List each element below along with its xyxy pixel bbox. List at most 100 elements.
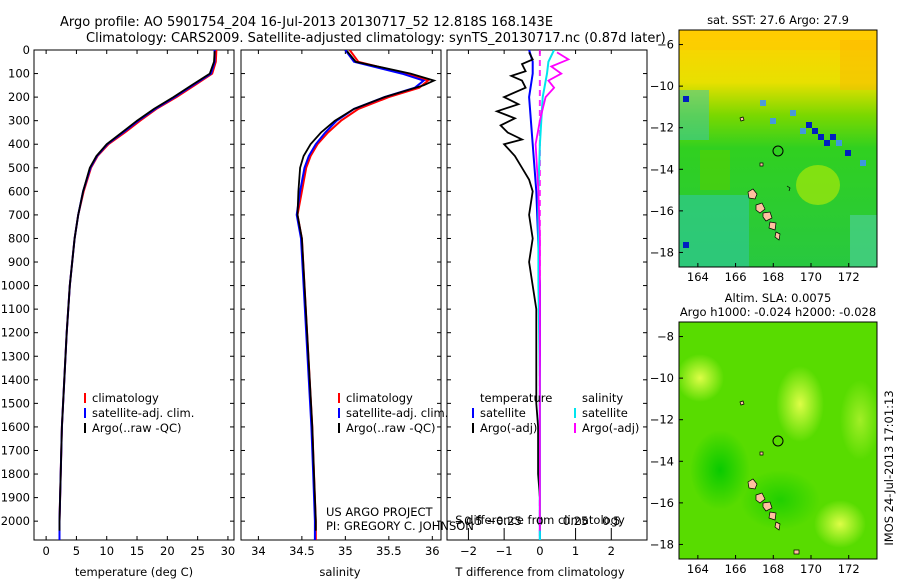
map-x-tick-label: 164 xyxy=(687,270,709,284)
timestamp-stamp: IMOS 24-Jul-2013 17:01:13 xyxy=(882,390,896,545)
y-tick-label: 1700 xyxy=(1,443,30,457)
sst-map-title: sat. SST: 27.6 Argo: 27.9 xyxy=(707,13,849,27)
map-x-tick-label: 164 xyxy=(687,562,709,576)
x-tick-label: 30 xyxy=(221,544,236,558)
salinity-xlabel: salinity xyxy=(319,565,360,579)
x-tick-label: 35.5 xyxy=(376,544,402,558)
series-line-argo xyxy=(58,51,216,531)
salinity-panel: 34 34.5 35 35.5 36 salinity climatology sate… xyxy=(240,49,474,579)
legend-swatch-t-satellite xyxy=(472,408,474,418)
legend-label-t-argo: Argo(-adj) xyxy=(480,421,537,435)
x-tick-label: −1 xyxy=(496,544,513,558)
legend-swatch-climatology xyxy=(84,393,86,403)
y-tick-label: 1000 xyxy=(1,279,30,293)
legend-label-satellite: satellite-adj. clim. xyxy=(346,406,448,420)
difference-legend: temperature salinity satellite Argo(-adj… xyxy=(472,391,639,435)
x-tick-label: 15 xyxy=(130,544,145,558)
sla-map-panel: Altim. SLA: 0.0075 Argo h1000: -0.024 h2… xyxy=(650,291,878,576)
legend-label-s-argo: Argo(-adj) xyxy=(582,421,639,435)
legend-title-temperature: temperature xyxy=(480,391,552,405)
salinity-ticks: 34 34.5 35 35.5 36 xyxy=(241,49,441,558)
legend-swatch-satellite xyxy=(338,408,340,418)
legend-label-s-satellite: satellite xyxy=(582,406,628,420)
map-x-tick-label: 172 xyxy=(838,270,860,284)
salinity-lines xyxy=(295,50,437,540)
project-credit: US ARGO PROJECT xyxy=(326,505,434,519)
series-line-satellite xyxy=(295,50,426,540)
legend-label-argo: Argo(..raw -QC) xyxy=(346,421,436,435)
sla-map-subtitle: Argo h1000: -0.024 h2000: -0.028 xyxy=(680,305,876,319)
legend-label-satellite: satellite-adj. clim. xyxy=(92,406,194,420)
difference-lines xyxy=(494,50,571,540)
map-y-tick-label: −14 xyxy=(650,162,674,176)
map-x-tick-label: 172 xyxy=(838,562,860,576)
y-tick-label: 700 xyxy=(8,208,30,222)
y-tick-label: 1100 xyxy=(1,302,30,316)
legend-swatch-t-argo xyxy=(472,423,474,433)
sst-cool-patch-southwest xyxy=(679,195,749,267)
s-diff-tick-label: −0.5 xyxy=(454,514,482,528)
x-tick-label: 10 xyxy=(99,544,114,558)
map-x-tick-label: 170 xyxy=(800,270,822,284)
map-y-tick-label: −6 xyxy=(657,38,674,52)
temperature-xlabel: temperature (deg C) xyxy=(75,565,193,579)
x-tick-label: 34.5 xyxy=(289,544,315,558)
x-tick-label: 1 xyxy=(572,544,579,558)
sla-argo-location-marker xyxy=(772,435,784,447)
y-tick-label: 200 xyxy=(8,90,30,104)
legend-swatch-satellite xyxy=(84,408,86,418)
sst-map-image xyxy=(679,30,877,267)
sst-cloud-edge-pixels xyxy=(760,100,866,166)
map-y-tick-label: −12 xyxy=(650,413,674,427)
map-y-tick-label: −18 xyxy=(650,537,674,551)
y-tick-label: 0 xyxy=(23,43,30,57)
temperature-ticks: 0100200300400500600700800900100011001200… xyxy=(1,43,236,558)
x-tick-label: −2 xyxy=(460,544,477,558)
t-difference-xlabel: T difference from climatology xyxy=(454,565,625,579)
temperature-legend: climatology satellite-adj. clim. Argo(..… xyxy=(84,391,194,435)
sst-cloud-pixels xyxy=(683,96,851,248)
sst-yellow-patch xyxy=(796,165,840,205)
x-tick-label: 34 xyxy=(251,544,266,558)
y-tick-label: 500 xyxy=(8,161,30,175)
sst-map-panel: sat. SST: 27.6 Argo: 27.9 xyxy=(650,13,878,284)
y-tick-label: 1300 xyxy=(1,349,30,363)
map-y-tick-label: −16 xyxy=(650,204,674,218)
s-diff-tick-label: −0.25 xyxy=(487,514,522,528)
sla-low-blob-west xyxy=(690,430,750,510)
temperature-panel: 0100200300400500600700800900100011001200… xyxy=(1,43,236,579)
map-x-tick-label: 170 xyxy=(800,562,822,576)
map-x-tick-label: 166 xyxy=(725,562,747,576)
sla-islands xyxy=(739,400,800,555)
sla-high-blob-center xyxy=(776,366,824,442)
sla-map-title: Altim. SLA: 0.0075 xyxy=(725,291,832,305)
sla-high-blob-east xyxy=(840,380,877,460)
sst-argo-location-marker xyxy=(772,145,784,157)
map-y-tick-label: −10 xyxy=(650,371,674,385)
y-tick-label: 300 xyxy=(8,114,30,128)
x-tick-label: 36 xyxy=(425,544,440,558)
sla-map-ticks: 164 166 168 170 172 −8 −10 −12 −14 −16 −18 xyxy=(650,330,860,576)
series-line-argo xyxy=(296,50,437,531)
sla-high-blob-west xyxy=(679,354,724,402)
x-tick-label: 5 xyxy=(73,544,80,558)
y-tick-label: 400 xyxy=(8,137,30,151)
y-tick-label: 1900 xyxy=(1,491,30,505)
sla-low-blob-south xyxy=(740,470,820,530)
difference-axes-box xyxy=(446,49,648,541)
y-tick-label: 1600 xyxy=(1,420,30,434)
sla-high-blob-south xyxy=(814,500,866,548)
series-line-climatology xyxy=(58,50,218,540)
map-y-tick-label: −10 xyxy=(650,79,674,93)
map-x-tick-label: 168 xyxy=(762,270,784,284)
pi-credit: PI: GREGORY C. JOHNSON xyxy=(326,519,474,533)
y-tick-label: 1800 xyxy=(1,467,30,481)
map-y-tick-label: −8 xyxy=(657,330,674,344)
map-y-tick-label: −18 xyxy=(650,245,674,259)
sla-map-image xyxy=(679,322,877,559)
map-y-tick-label: −14 xyxy=(650,454,674,468)
s-diff-tick-label: 0.5 xyxy=(602,514,620,528)
sst-map-ticks: 164 166 168 170 172 −6 −10 −12 −14 −16 −18 xyxy=(650,38,860,284)
